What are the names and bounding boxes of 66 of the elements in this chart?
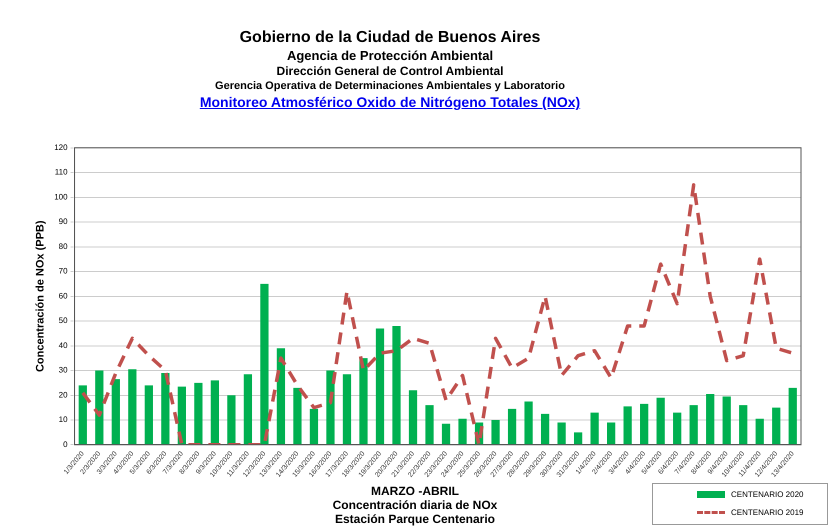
text: Agencia de Protección Ambiental [286,48,494,64]
bar [161,372,170,444]
y-tick-label: 20 [58,390,68,400]
bar [342,374,352,444]
y-tick-label: 0 [63,440,68,449]
bar [144,385,153,444]
bar [78,385,87,444]
bar [607,422,616,444]
bar [640,404,648,444]
bar [359,358,368,444]
bar [408,390,418,444]
bar [458,418,467,444]
bar [392,326,401,444]
bar [788,388,797,444]
y-tick-label: 120 [54,143,68,152]
bar [178,386,186,444]
text: Dirección General de Control Ambiental [276,64,504,79]
y-tick-label: 100 [54,192,68,202]
y-tick-label: 10 [58,415,68,424]
legend-label: CENTENARIO 2019 [731,508,804,517]
bar [590,412,599,444]
bar [722,396,731,444]
line-series [81,183,794,445]
legend-label: CENTENARIO 2020 [731,490,804,499]
bar [210,380,220,444]
bar [690,405,698,444]
bar [491,420,500,444]
bar [194,382,203,444]
bar [227,395,236,444]
bar [260,284,269,444]
chart-subtitle: Monitoreo Atmosférico Oxido de Nitrógeno Totales (NOx) [198,93,582,111]
y-tick-label: 80 [58,242,68,251]
y-tick-label: 30 [58,366,68,375]
bar [128,369,136,444]
bar [706,394,714,444]
bar [425,405,434,444]
y-axis-title: Concentración de NOx (PPB) [34,220,47,372]
bar [244,374,252,444]
bar [673,412,682,444]
x-axis-title: MARZO -ABRIL [370,484,460,498]
bar [540,414,550,444]
bar [772,408,780,444]
bar [524,401,533,444]
bar [376,328,384,444]
text: Concentración diaria de NOx [332,498,498,512]
bar [557,422,566,444]
bar [293,388,302,444]
bar [508,408,516,444]
y-tick-label: 110 [54,168,68,177]
y-tick-label: 60 [58,291,68,300]
bar [112,379,120,444]
y-tick-label: 40 [58,340,68,350]
bar [95,370,104,444]
y-tick-label: 70 [58,266,68,276]
bar [442,424,450,444]
bar [656,398,665,444]
bar [624,406,632,444]
bar [310,408,318,444]
text: Gerencia Operativa de Determinaciones Ambientales y Laboratorio [214,79,566,93]
bar [739,405,748,444]
y-tick-label: 90 [58,217,68,226]
chart-title: Gobierno de la Ciudad de Buenos Aires [238,28,542,48]
y-tick-label: 50 [58,316,68,326]
text: Estación Parque Centenario [334,512,496,526]
bar [756,418,764,444]
bar [574,432,582,444]
